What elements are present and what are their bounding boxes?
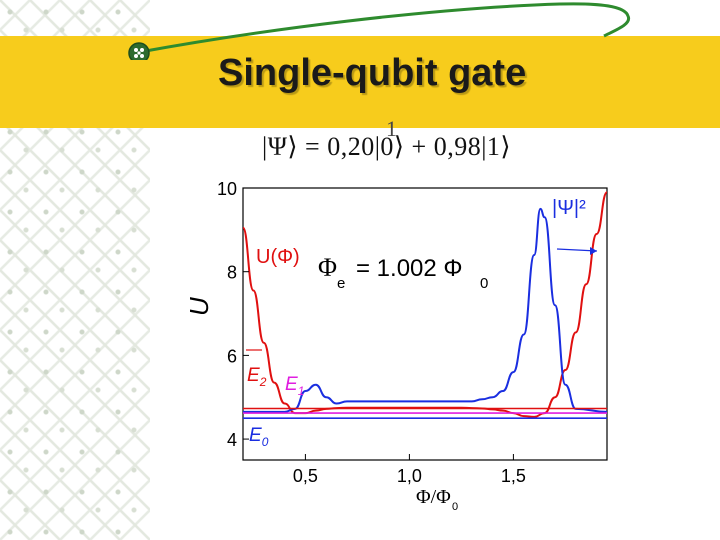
y-axis-label: U [184, 297, 214, 316]
y-tick-label: 6 [227, 346, 237, 366]
potential-label: U(Φ) [256, 246, 300, 268]
x-tick-label: 1,0 [397, 466, 422, 486]
psi-label: |Ψ|² [552, 197, 586, 219]
svg-text:Φ: Φ [318, 253, 337, 282]
equation-fraction-numerator: 1 [386, 116, 398, 141]
x-tick-label: 0,5 [293, 466, 318, 486]
y-tick-label: 4 [227, 430, 237, 450]
svg-text:0: 0 [452, 501, 458, 513]
state-equation: 1 |Ψ⟩ = 0,20|0⟩ + 0,98|1⟩ [262, 116, 512, 162]
y-tick-label: 10 [217, 179, 237, 199]
series-line-1 [243, 207, 608, 413]
slide-title: Single-qubit gate [218, 52, 527, 94]
svg-text:0: 0 [480, 275, 488, 292]
svg-text:e: e [337, 275, 345, 292]
title-band-fade [0, 36, 150, 128]
logo-swoosh [128, 2, 631, 60]
flux-label: Φ e = 1.002 Φ 0 [318, 253, 488, 292]
state-equation-text: |Ψ⟩ = 0,20|0⟩ + 0,98|1⟩ [262, 132, 512, 161]
y-tick-label: 8 [227, 263, 237, 283]
psi-pointer-head [590, 247, 597, 255]
svg-text:= 1.002 Φ: = 1.002 Φ [356, 255, 463, 282]
x-axis-label: Φ/Φ 0 [416, 486, 458, 513]
logo-globe-icon [128, 42, 150, 60]
plot-frame [242, 187, 608, 461]
svg-text:Φ/Φ: Φ/Φ [416, 486, 451, 508]
x-tick-label: 1,5 [501, 466, 526, 486]
